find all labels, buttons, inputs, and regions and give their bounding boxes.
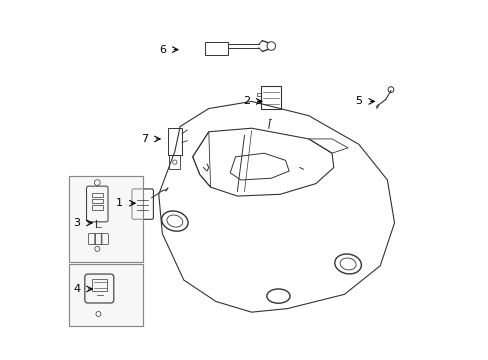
Bar <box>92 279 106 291</box>
Bar <box>69 264 142 327</box>
Text: 6: 6 <box>159 45 165 55</box>
Bar <box>261 86 281 109</box>
Text: 5: 5 <box>355 96 362 107</box>
Bar <box>69 176 142 262</box>
Bar <box>92 199 102 203</box>
Text: 3: 3 <box>73 218 80 228</box>
Bar <box>205 42 228 55</box>
Text: 2: 2 <box>242 96 249 107</box>
Text: 1: 1 <box>116 198 123 208</box>
Bar <box>257 93 261 96</box>
Bar <box>69 176 142 262</box>
Bar <box>257 100 261 103</box>
Bar <box>167 128 182 155</box>
Bar <box>169 155 180 169</box>
Bar <box>69 264 142 327</box>
Bar <box>92 193 102 197</box>
Bar <box>92 206 102 210</box>
Text: 4: 4 <box>73 284 80 294</box>
Text: 7: 7 <box>141 134 148 144</box>
